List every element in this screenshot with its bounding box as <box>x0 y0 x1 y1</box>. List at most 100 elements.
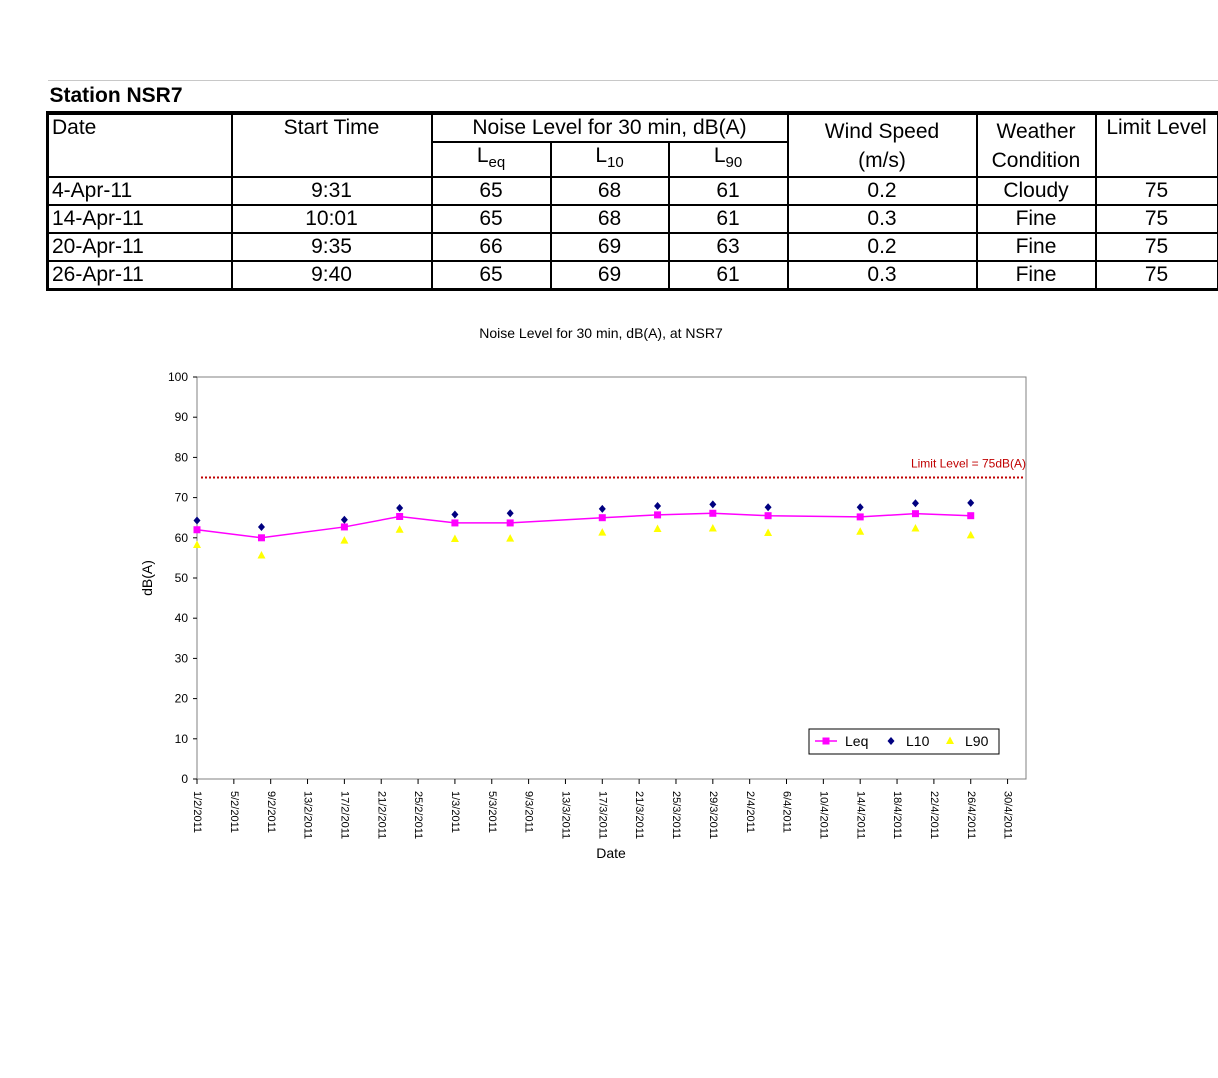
cell-limit: 75 <box>1094 260 1218 291</box>
y-axis-label: dB(A) <box>139 560 155 596</box>
data-point-l90 <box>395 525 404 533</box>
header-noise-level: Noise Level for 30 min, dB(A) <box>430 112 789 143</box>
cell-l90: 61 <box>667 260 789 291</box>
data-point-leq <box>764 512 772 520</box>
header-wind-speed-label: Wind Speed <box>824 119 940 143</box>
x-tick-label: 21/3/2011 <box>633 791 645 839</box>
data-point-l90 <box>911 524 920 532</box>
x-tick-label: 9/2/2011 <box>265 791 277 833</box>
header-limit-level: Limit Level <box>1094 112 1218 178</box>
x-tick-label: 1/3/2011 <box>449 791 461 833</box>
noise-level-chart: Noise Level for 30 min, dB(A), at NSR7 0… <box>139 325 1027 861</box>
x-axis: 1/2/2011 5/2/2011 9/2/2011 13/2/2011 17/2/20… <box>191 779 1014 839</box>
data-point-l10 <box>911 499 919 508</box>
table-row: 4-Apr-11 9:31 65 68 61 0.2 Cloudy 75 <box>46 176 1218 206</box>
cell-limit: 75 <box>1094 204 1218 234</box>
cell-date: 26-Apr-11 <box>46 260 233 291</box>
legend-box <box>808 728 1000 755</box>
limit-line-group: Limit Level = 75dB(A) <box>201 457 1026 479</box>
data-point-l90 <box>257 550 266 559</box>
legend-marker-l90 <box>946 736 954 744</box>
cell-weather: Fine <box>975 204 1097 234</box>
series-l90 <box>193 524 975 559</box>
header-wind-speed-unit: (m/s) <box>858 148 906 172</box>
data-point-l90 <box>764 528 773 536</box>
data-point-l10 <box>967 498 975 507</box>
data-point-l10 <box>451 510 459 519</box>
plot-area <box>196 376 1027 780</box>
data-point-leq <box>451 519 459 527</box>
data-point-l90 <box>340 536 349 544</box>
x-tick-label: 13/3/2011 <box>560 791 572 839</box>
y-tick-label: 100 <box>168 370 188 384</box>
data-point-l10 <box>396 504 404 513</box>
data-point-l10 <box>654 502 662 511</box>
x-tick-label: 1/2/2011 <box>191 791 203 833</box>
cell-l90: 63 <box>667 232 789 262</box>
cell-leq: 66 <box>430 232 552 262</box>
cell-wind-speed: 0.3 <box>786 260 978 291</box>
cell-start-time: 9:31 <box>230 176 433 206</box>
x-tick-label: 21/2/2011 <box>375 791 387 839</box>
y-tick-label: 80 <box>175 450 189 464</box>
x-tick-label: 17/3/2011 <box>596 791 608 839</box>
data-point-l90 <box>506 534 515 542</box>
data-point-leq <box>967 512 975 520</box>
legend-entry-l90: L90 <box>946 733 989 749</box>
x-tick-label: 5/3/2011 <box>486 791 498 833</box>
data-point-l10 <box>340 515 348 524</box>
data-point-l10 <box>709 500 717 509</box>
chart-title: Noise Level for 30 min, dB(A), at NSR7 <box>479 325 723 341</box>
cell-limit: 75 <box>1094 176 1218 206</box>
cell-leq: 65 <box>430 260 552 291</box>
station-title: Station NSR7 <box>47 80 1218 115</box>
cell-limit: 75 <box>1094 232 1218 262</box>
data-point-leq <box>257 534 265 542</box>
cell-start-time: 10:01 <box>230 204 433 234</box>
table-row: 14-Apr-11 10:01 65 68 61 0.3 Fine 75 <box>46 204 1218 234</box>
cell-date: 14-Apr-11 <box>46 204 233 234</box>
series-leq <box>193 509 975 542</box>
cell-start-time: 9:35 <box>230 232 433 262</box>
x-tick-label: 5/2/2011 <box>228 791 240 833</box>
data-point-leq <box>654 511 662 519</box>
cell-weather: Fine <box>975 232 1097 262</box>
cell-l10: 68 <box>549 204 670 234</box>
legend: Leq L10 L90 <box>808 728 1000 755</box>
data-point-leq <box>709 509 717 517</box>
cell-date: 20-Apr-11 <box>46 232 233 262</box>
station-data-table: Station NSR7 Date Start Time Noise Level… <box>46 80 1218 291</box>
x-tick-label: 10/4/2011 <box>817 791 829 839</box>
cell-wind-speed: 0.2 <box>786 232 978 262</box>
header-l10: L10 <box>549 141 670 178</box>
x-tick-label: 2/4/2011 <box>744 791 756 833</box>
data-point-l10 <box>193 516 201 525</box>
cell-wind-speed: 0.3 <box>786 204 978 234</box>
x-tick-label: 9/3/2011 <box>523 791 535 833</box>
y-axis: 0 10 20 30 40 50 60 70 80 90 100 <box>168 370 197 786</box>
y-tick-label: 50 <box>175 571 189 585</box>
x-axis-label: Date <box>596 845 626 861</box>
legend-label: L10 <box>906 733 930 749</box>
x-tick-label: 13/2/2011 <box>302 791 314 839</box>
x-tick-label: 25/2/2011 <box>412 791 424 839</box>
data-point-leq <box>506 519 514 527</box>
cell-l10: 68 <box>549 176 670 206</box>
data-point-l90 <box>193 540 201 549</box>
header-wind-speed: Wind Speed (m/s) <box>786 112 978 178</box>
cell-weather: Cloudy <box>975 176 1097 206</box>
data-point-l10 <box>257 522 265 531</box>
x-tick-label: 30/4/2011 <box>1002 791 1014 839</box>
cell-leq: 65 <box>430 176 552 206</box>
x-tick-label: 17/2/2011 <box>338 791 350 839</box>
y-tick-label: 40 <box>175 611 189 625</box>
y-tick-label: 60 <box>175 531 189 545</box>
y-tick-label: 20 <box>175 692 189 706</box>
legend-label: Leq <box>845 733 868 749</box>
header-l90: L90 <box>667 141 789 178</box>
legend-marker-l10 <box>887 737 895 745</box>
cell-start-time: 9:40 <box>230 260 433 291</box>
y-tick-label: 0 <box>181 772 188 786</box>
table-row: 20-Apr-11 9:35 66 69 63 0.2 Fine 75 <box>46 232 1218 262</box>
data-point-l10 <box>598 504 606 513</box>
